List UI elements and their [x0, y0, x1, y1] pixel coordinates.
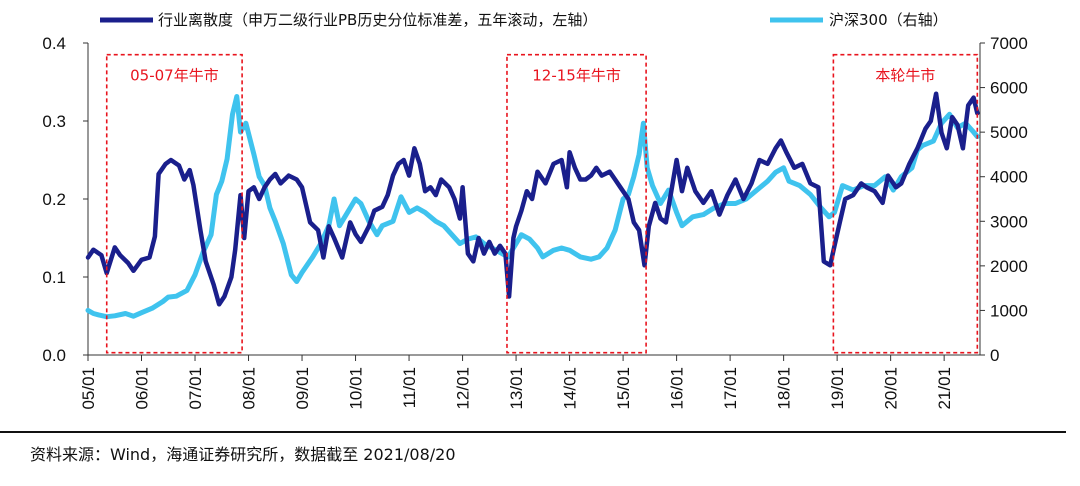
series-line-dispersion: [85, 91, 980, 307]
x-axis: 05/01 06/01 07/01 08/01 09/01 10/01 11/01 12/01…: [79, 43, 981, 410]
right-tick-label: 2000: [990, 257, 1028, 276]
x-tick-label: 20/01: [882, 367, 901, 410]
legend: 行业离散度（申万二级行业PB历史分位标准差，五年滚动，左轴） 沪深300（右轴）: [100, 11, 948, 29]
bull-market-label: 05-07年牛市: [130, 67, 219, 85]
bull-market-box: [832, 53, 979, 354]
x-tick-label: 19/01: [828, 367, 847, 410]
bull-market-box: [506, 53, 647, 354]
x-tick-label: 21/01: [935, 367, 954, 410]
legend-csi300-label: 沪深300（右轴）: [829, 11, 948, 29]
left-tick-label: 0.4: [42, 34, 66, 53]
x-tick-label: 07/01: [186, 367, 205, 410]
x-tick-label: 12/01: [454, 367, 473, 410]
bull-market-label: 12-15年牛市: [532, 67, 621, 85]
left-axis: 0.0 0.1 0.2 0.3 0.4: [42, 34, 88, 365]
source-note: 资料来源：Wind，海通证券研究所，数据截至 2021/08/20: [30, 445, 456, 464]
x-tick-label: 08/01: [240, 367, 259, 410]
legend-dispersion-label: 行业离散度（申万二级行业PB历史分位标准差，五年滚动，左轴）: [158, 11, 597, 29]
left-tick-label: 0.2: [42, 190, 66, 209]
x-tick-label: 14/01: [561, 367, 580, 410]
bull-market-label: 本轮牛市: [875, 67, 935, 85]
right-tick-label: 5000: [990, 123, 1028, 142]
x-tick-label: 16/01: [668, 367, 687, 410]
right-tick-label: 1000: [990, 301, 1028, 320]
left-tick-label: 0.0: [42, 346, 66, 365]
x-tick-label: 17/01: [721, 367, 740, 410]
series-layer: [85, 91, 980, 320]
bull-market-box: [105, 53, 243, 354]
x-tick-label: 11/01: [400, 367, 419, 408]
x-tick-label: 09/01: [293, 367, 312, 410]
left-tick-label: 0.1: [42, 268, 66, 287]
right-tick-label: 0: [990, 346, 999, 365]
chart: 行业离散度（申万二级行业PB历史分位标准差，五年滚动，左轴） 沪深300（右轴）…: [42, 11, 1028, 410]
x-tick-label: 13/01: [507, 367, 526, 410]
right-tick-label: 3000: [990, 212, 1028, 231]
annotation-layer: 05-07年牛市 12-15年牛市 本轮牛市: [105, 53, 979, 354]
source-divider: [0, 431, 1066, 433]
right-tick-label: 7000: [990, 34, 1028, 53]
right-axis: 0 1000 2000 3000 4000 5000 6000 7000: [980, 34, 1028, 365]
right-tick-label: 6000: [990, 79, 1028, 98]
x-tick-label: 06/01: [133, 367, 152, 410]
right-tick-label: 4000: [990, 168, 1028, 187]
left-tick-label: 0.3: [42, 112, 66, 131]
x-tick-label: 10/01: [347, 367, 366, 410]
x-tick-label: 15/01: [614, 367, 633, 410]
x-tick-label: 18/01: [775, 367, 794, 410]
x-tick-label: 05/01: [79, 367, 98, 410]
